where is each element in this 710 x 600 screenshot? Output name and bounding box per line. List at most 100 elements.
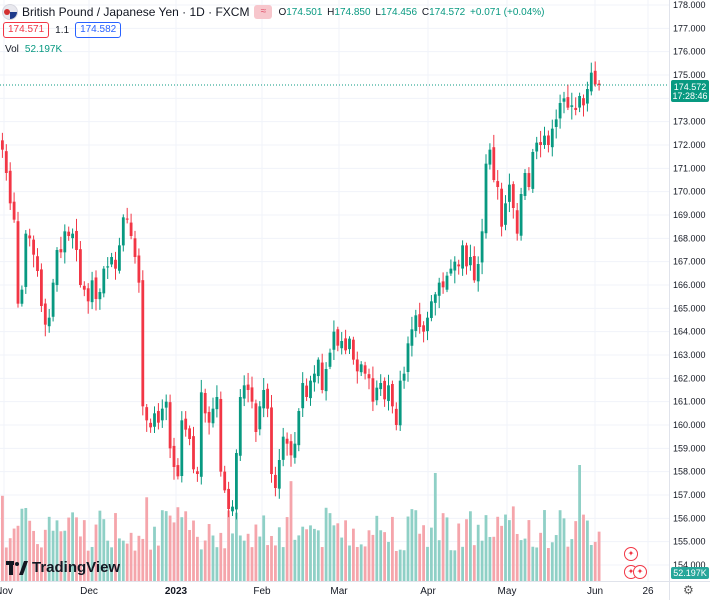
volume-bar [86, 550, 90, 581]
volume-bar [67, 517, 71, 581]
volume-bar [141, 538, 145, 581]
candle-body [4, 151, 8, 173]
price-tick-label: 172.000 [673, 140, 706, 150]
price-tick-label: 157.000 [673, 490, 706, 500]
volume-bar [40, 547, 43, 581]
volume-bar [371, 534, 375, 581]
candle-body [379, 383, 383, 390]
candle-body [211, 408, 215, 424]
volume-bar [188, 529, 191, 581]
volume-bar [289, 481, 293, 581]
candle-body [445, 275, 449, 290]
candle-body [367, 374, 371, 379]
volume-bar [554, 535, 558, 581]
candle-body [12, 201, 16, 220]
volume-bar [531, 546, 535, 581]
wave-badge-icon[interactable]: ≈ [254, 5, 273, 19]
candle-body [402, 373, 406, 381]
volume-bar [133, 550, 137, 581]
volume-bar [527, 520, 531, 581]
event-flag-icon[interactable]: ✦ [633, 565, 647, 579]
price-tick-label: 178.000 [673, 0, 706, 10]
candle-body [79, 249, 82, 285]
volume-bar [90, 546, 94, 581]
candle-body [82, 285, 86, 290]
candle-body [47, 317, 51, 327]
volume-bar [309, 525, 312, 581]
candle-body [36, 256, 39, 271]
volume-bar [352, 528, 355, 581]
symbol-title[interactable]: British Pound / Japanese Yen · 1D · FXCM [22, 5, 250, 19]
candle-body [301, 383, 305, 409]
volume-bar [293, 539, 297, 581]
candle-body [313, 373, 316, 383]
candle-body [94, 277, 98, 299]
volume-legend[interactable]: Vol 52.197K [5, 44, 62, 55]
volume-bar [160, 510, 164, 581]
volume-bar [55, 520, 59, 581]
candle-body [597, 83, 601, 85]
price-tick-label: 160.000 [673, 420, 706, 430]
candle-body [110, 257, 113, 265]
volume-bar [172, 522, 176, 581]
volume-bar [47, 516, 51, 581]
volume-bar [320, 547, 324, 581]
price-tick-label: 154.000 [673, 560, 706, 570]
volume-bar [20, 508, 24, 581]
candle-body [453, 261, 457, 271]
candle-body [422, 325, 425, 332]
event-flag-icon[interactable]: ✦ [624, 547, 638, 561]
candle-body [437, 282, 441, 296]
volume-bar [586, 520, 589, 581]
volume-bar [32, 530, 35, 581]
volume-bar [114, 513, 117, 581]
candle-body [258, 406, 262, 430]
volume-bar [164, 511, 168, 581]
volume-bar [219, 532, 223, 581]
candle-body [141, 280, 145, 407]
volume-bar [589, 544, 593, 581]
volume-bar [199, 549, 203, 581]
candle-body [535, 142, 539, 152]
volume-bar [406, 516, 410, 581]
volume-bar [578, 465, 581, 581]
volume-bar [437, 540, 441, 581]
volume-bar [98, 510, 102, 581]
volume-bar [180, 517, 184, 581]
volume-bar [348, 545, 351, 581]
candle-body [51, 282, 55, 317]
candle-body [496, 181, 500, 187]
volume-bar [582, 514, 585, 581]
candle-body [500, 188, 503, 227]
volume-bar [149, 549, 152, 581]
price-tick-label: 175.000 [673, 70, 706, 80]
time-axis[interactable]: Nov Dec 2023 Feb Mar Apr May Jun 26 [0, 586, 654, 597]
volume-bar [227, 510, 230, 581]
candle-body [40, 269, 43, 306]
settings-gear-icon[interactable]: ⚙ [683, 583, 694, 597]
candle-body [55, 250, 59, 286]
candle-body [387, 385, 390, 401]
volume-bar [207, 524, 211, 581]
price-tick-label: 167.000 [673, 257, 706, 267]
candle-body [375, 387, 379, 401]
candle-body [550, 128, 554, 148]
volume-bar [543, 510, 546, 581]
volume-bar [71, 512, 74, 581]
countdown-tag: 17:28:46 [671, 90, 709, 102]
volume-bar [153, 526, 156, 581]
sell-button[interactable]: 174.571 [3, 22, 50, 38]
candle-body [262, 390, 266, 409]
volume-bars [1, 465, 601, 581]
price-tick-label: 156.000 [673, 513, 706, 523]
volume-bar [336, 523, 340, 581]
candle-body [121, 217, 125, 246]
volume-bar [414, 510, 418, 581]
tradingview-logo[interactable]: TradingView [6, 559, 120, 576]
buy-button[interactable]: 174.582 [75, 22, 122, 38]
candle-body [86, 288, 90, 302]
trade-buttons: 174.571 1.1 174.582 [3, 22, 122, 38]
volume-bar [145, 497, 149, 581]
volume-bar [597, 531, 601, 581]
